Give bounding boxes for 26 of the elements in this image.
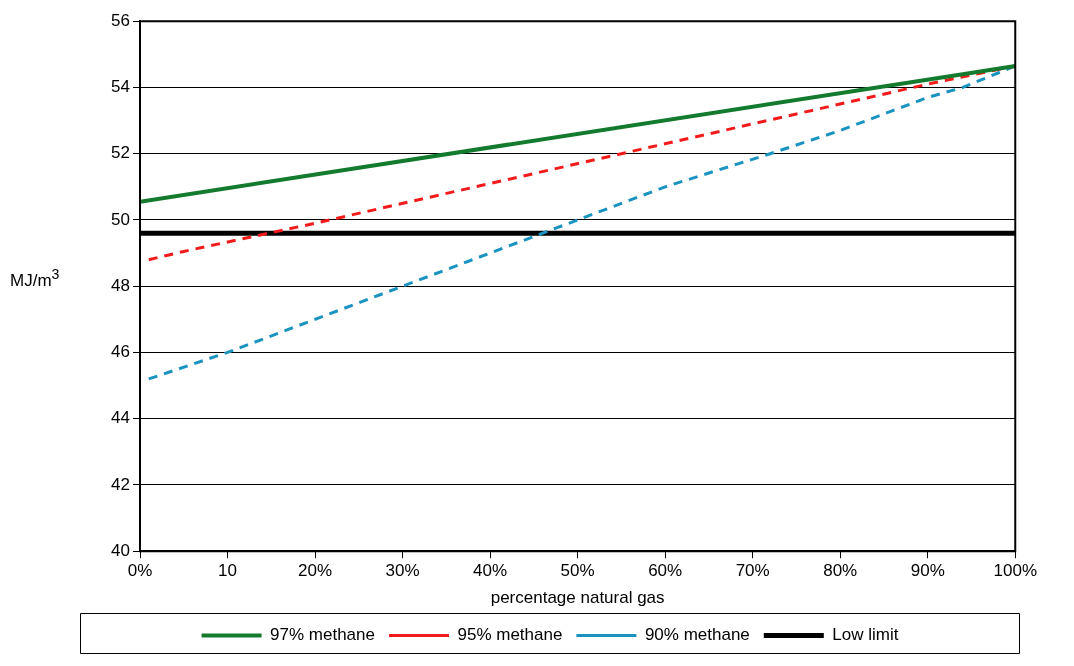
y-tick-label: 56: [111, 10, 130, 30]
x-tick-label: 50%: [560, 561, 595, 581]
legend-label: 97% methane: [270, 625, 375, 645]
x-tick-label: 90%: [910, 561, 945, 581]
x-tick-label: 80%: [823, 561, 858, 581]
x-tick-label: 30%: [385, 561, 420, 581]
x-tick-label: 0%: [127, 561, 153, 581]
y-tick-label: 54: [111, 77, 130, 97]
y-tick-label: 48: [111, 275, 130, 295]
y-tick-label: 44: [111, 408, 130, 428]
y-tick-label: 52: [111, 143, 130, 163]
legend-label: 90% methane: [644, 625, 750, 645]
x-tick-label: 40%: [473, 561, 508, 581]
y-tick-label: 40: [111, 540, 130, 560]
x-tick-label: 10: [218, 561, 237, 581]
legend-label: 95% methane: [457, 625, 563, 645]
x-tick-label: 70%: [735, 561, 770, 581]
x-axis-title: percentage natural gas: [490, 588, 665, 608]
y-tick-label: 50: [111, 209, 130, 229]
y-tick-label: 46: [111, 342, 130, 362]
x-tick-label: 20%: [298, 561, 333, 581]
x-tick-label: 60%: [648, 561, 683, 581]
x-tick-label: 100%: [993, 561, 1037, 581]
y-axis-title: MJ/m$^{3}$: [10, 266, 60, 291]
legend-label: Low limit: [832, 625, 899, 645]
y-tick-label: 42: [111, 474, 130, 494]
